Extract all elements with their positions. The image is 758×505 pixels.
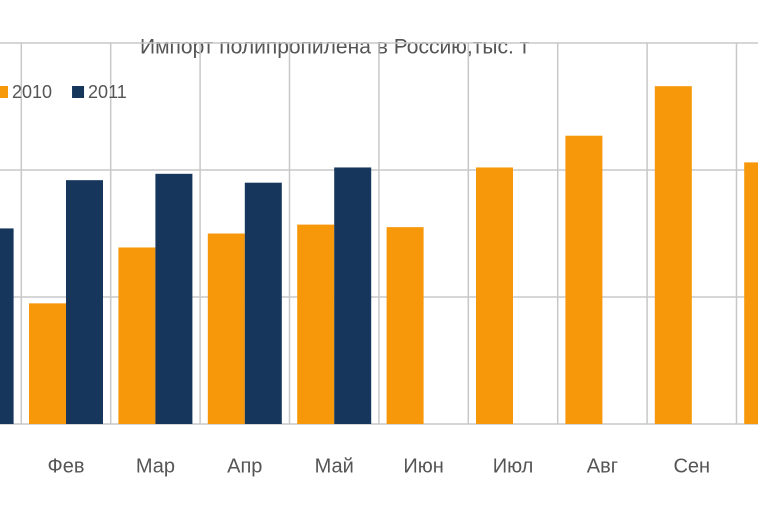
bar xyxy=(66,180,103,424)
bar xyxy=(0,228,14,424)
x-tick-label: Авг xyxy=(587,455,618,477)
legend-label: 2010 xyxy=(12,82,52,102)
bar xyxy=(297,224,335,424)
bar xyxy=(155,173,193,424)
bar xyxy=(565,135,603,424)
bar xyxy=(476,167,513,424)
bar xyxy=(118,247,156,424)
bar xyxy=(386,227,424,424)
chart-title: Импорт полипропилена в Россию,тыс. т xyxy=(140,36,530,59)
legend-swatch xyxy=(0,86,8,98)
x-tick-label: Май xyxy=(315,455,354,477)
legend-label: 2011 xyxy=(88,82,127,102)
x-tick-label: Июн xyxy=(403,455,443,477)
bar xyxy=(29,303,66,424)
x-tick-label: Июл xyxy=(493,455,534,477)
x-tick-label: Апр xyxy=(227,455,262,477)
bar xyxy=(207,233,245,424)
x-tick-label: Мар xyxy=(136,455,175,477)
legend-swatch xyxy=(72,86,85,98)
bar xyxy=(654,86,692,425)
x-tick-label: Фев xyxy=(48,455,85,477)
bar xyxy=(334,167,372,424)
x-tick-label: Сен xyxy=(673,455,710,477)
bar xyxy=(744,162,758,424)
bar xyxy=(244,182,282,424)
